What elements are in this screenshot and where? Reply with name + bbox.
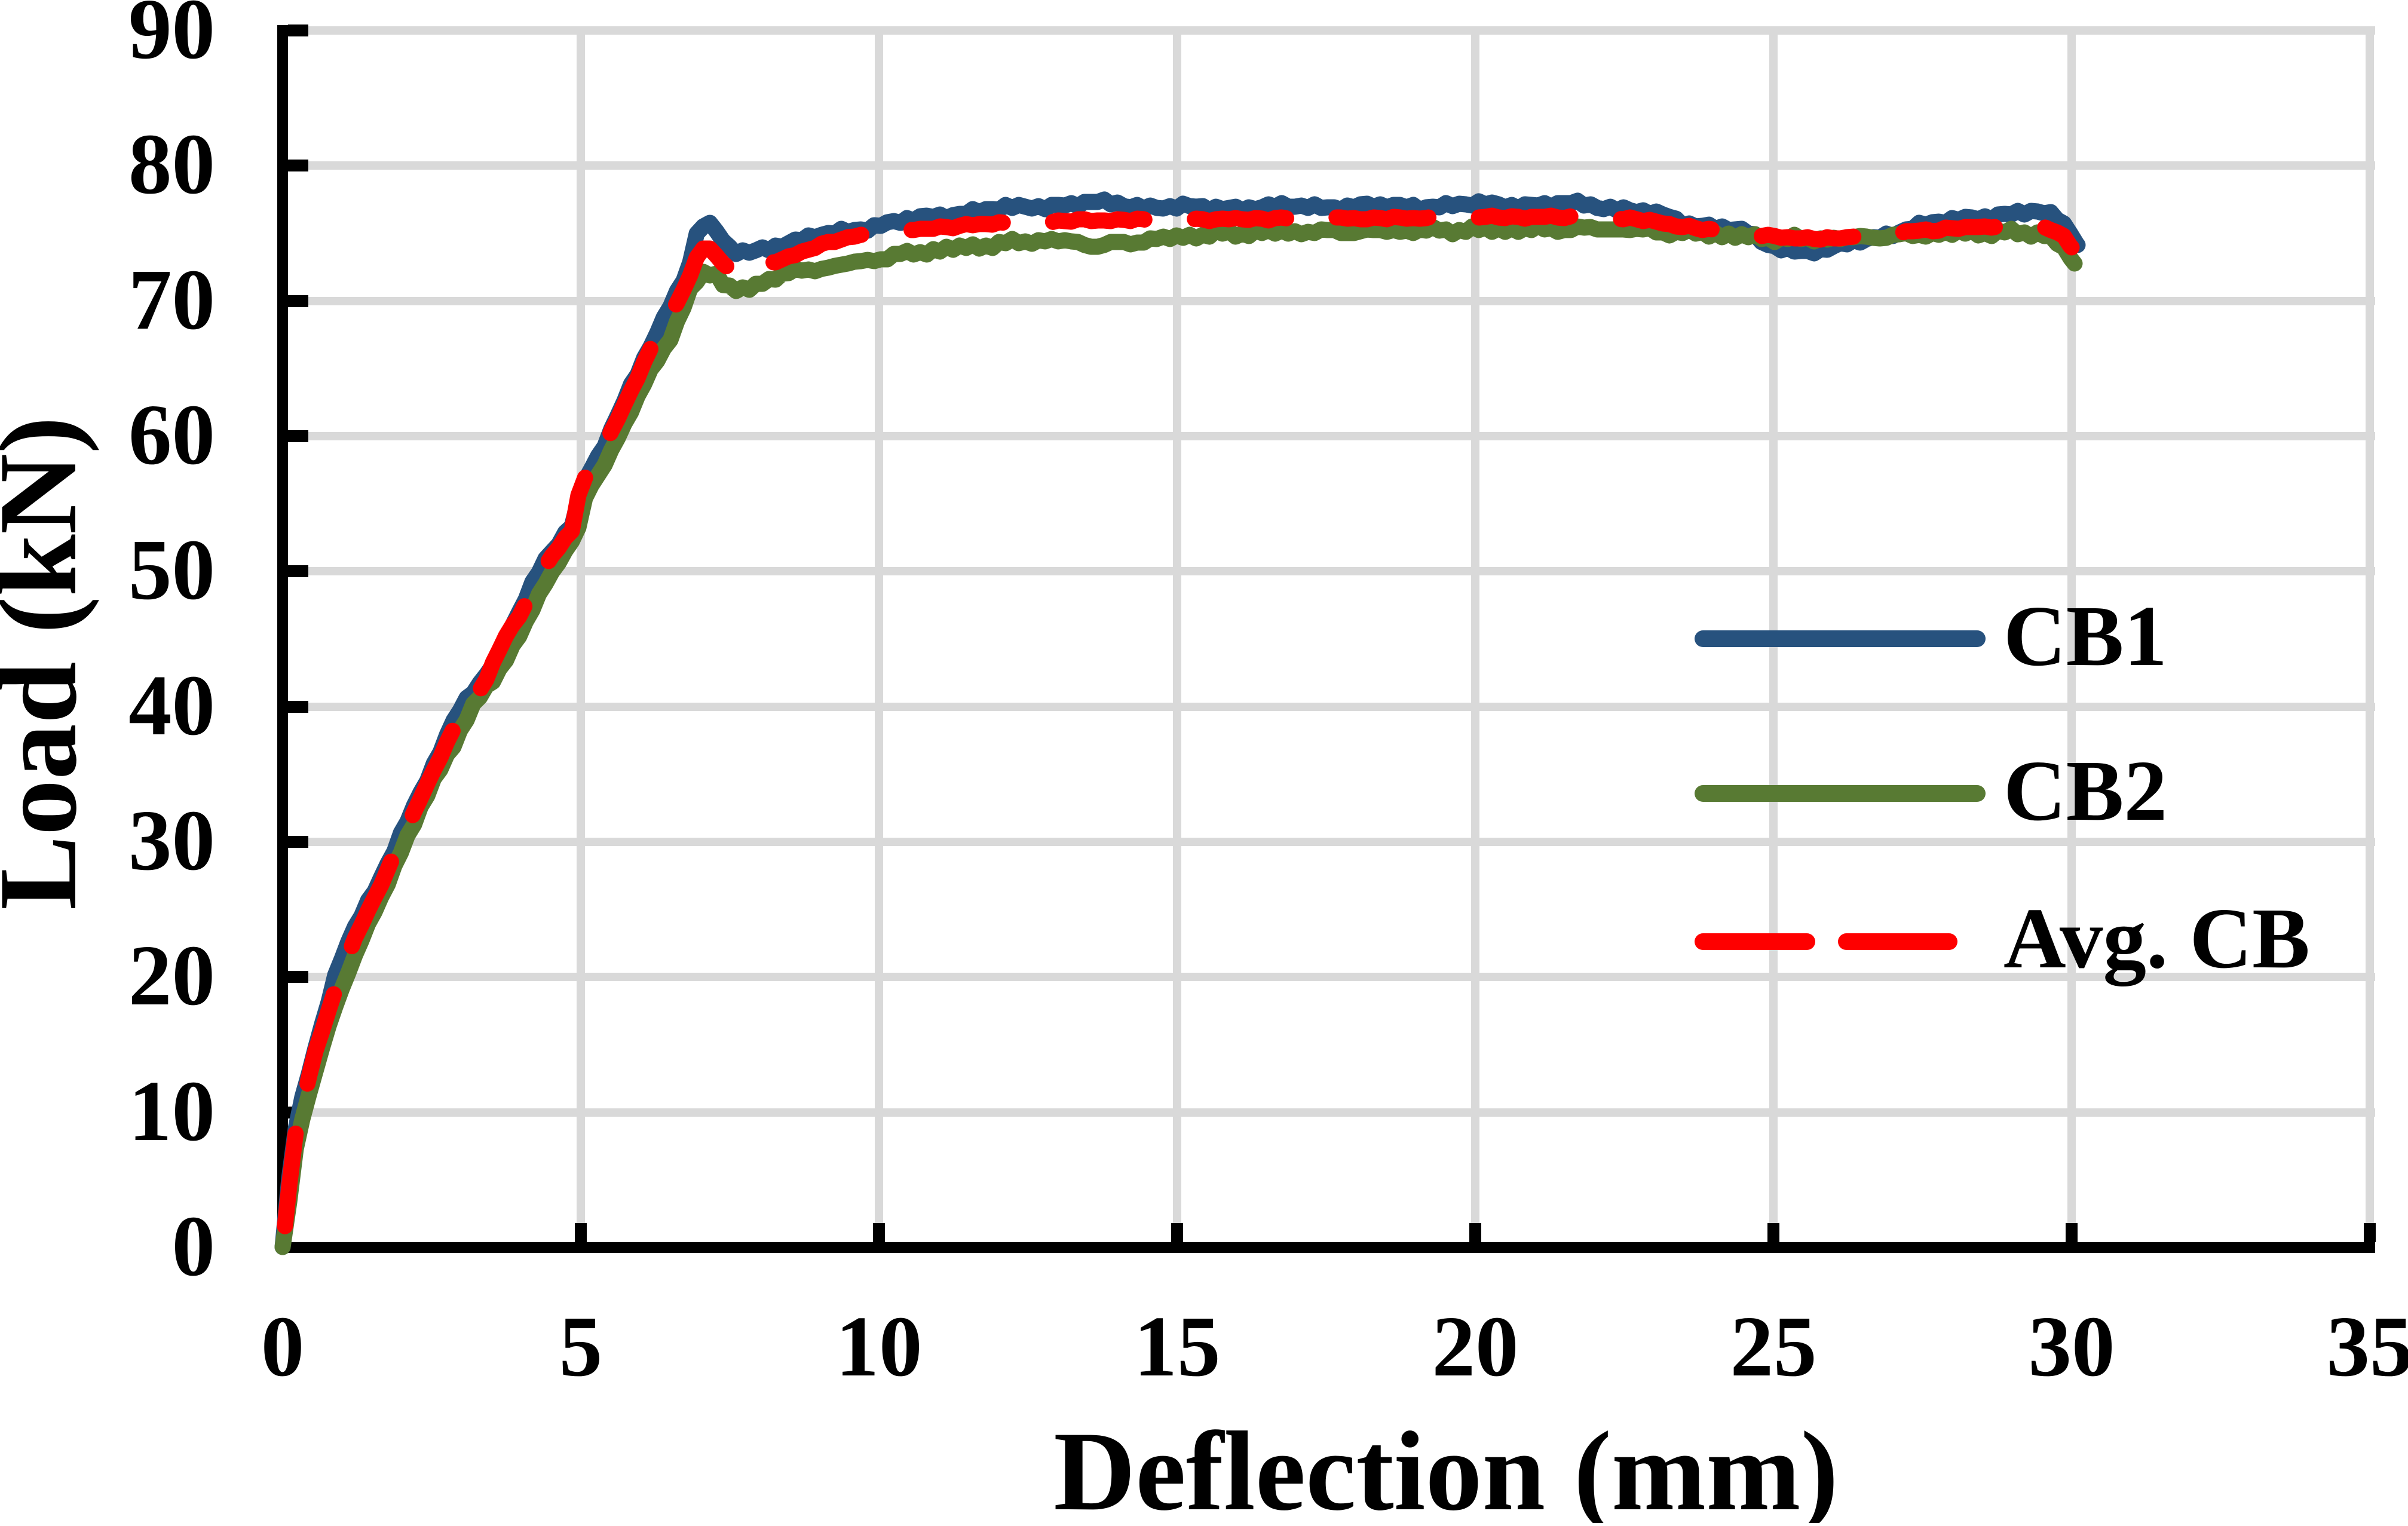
svg-text:Deflection (mm): Deflection (mm) (1053, 1409, 1839, 1523)
svg-text:30: 30 (128, 793, 215, 888)
svg-text:80: 80 (128, 117, 215, 212)
svg-text:Avg. CB: Avg. CB (2003, 891, 2310, 986)
svg-text:Load (kN): Load (kN) (0, 416, 100, 910)
svg-text:0: 0 (172, 1199, 216, 1294)
svg-text:10: 10 (836, 1299, 923, 1395)
svg-text:60: 60 (128, 387, 215, 483)
svg-text:15: 15 (1134, 1299, 1221, 1395)
svg-text:50: 50 (128, 522, 215, 618)
svg-text:90: 90 (128, 0, 215, 77)
svg-text:0: 0 (261, 1299, 305, 1395)
svg-text:25: 25 (1730, 1299, 1817, 1395)
svg-text:CB1: CB1 (2003, 589, 2167, 684)
svg-text:CB2: CB2 (2003, 743, 2167, 839)
svg-text:40: 40 (128, 658, 215, 753)
svg-text:20: 20 (128, 928, 215, 1024)
svg-text:10: 10 (128, 1064, 215, 1159)
svg-text:5: 5 (559, 1299, 603, 1395)
svg-text:20: 20 (1432, 1299, 1519, 1395)
svg-text:35: 35 (2327, 1299, 2408, 1395)
svg-text:70: 70 (128, 252, 215, 348)
svg-text:30: 30 (2029, 1299, 2115, 1395)
